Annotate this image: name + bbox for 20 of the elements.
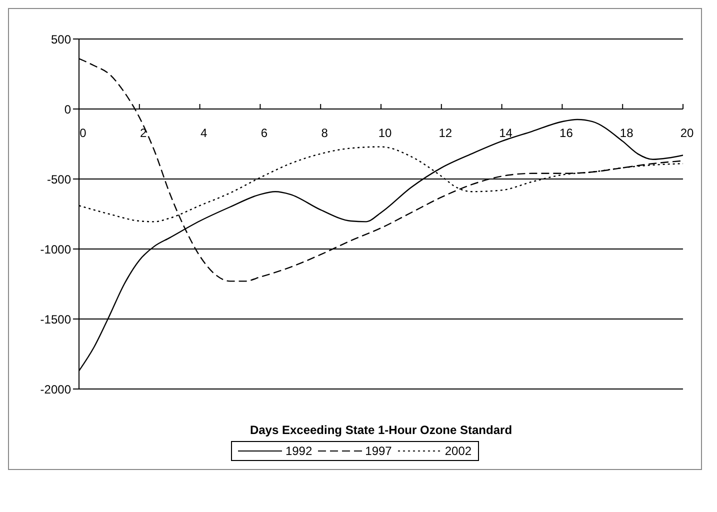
- x-tick-label: 6: [260, 126, 268, 140]
- legend-label: 1997: [365, 444, 392, 458]
- legend-label: 1992: [285, 444, 312, 458]
- x-tick-label: 14: [499, 126, 513, 140]
- y-tick-label: 500: [50, 32, 72, 46]
- x-tick-label: 20: [680, 126, 694, 140]
- legend-label: 2002: [444, 444, 472, 458]
- y-tick-label: -500: [46, 172, 72, 186]
- x-tick-label: 18: [620, 126, 634, 140]
- y-tick-label: -1000: [40, 242, 72, 256]
- x-tick-label: 0: [80, 126, 87, 140]
- x-tick-label: 8: [321, 126, 328, 140]
- x-tick-label: 16: [560, 126, 574, 140]
- y-tick-label: -1500: [40, 312, 72, 326]
- y-tick-label: -2000: [40, 382, 72, 396]
- x-tick-label: 10: [378, 126, 392, 140]
- x-axis-title: Days Exceeding State 1-Hour Ozone Standard: [250, 423, 512, 437]
- x-tick-label: 12: [438, 126, 452, 140]
- x-tick-label: 4: [200, 126, 208, 140]
- y-tick-label: 0: [64, 102, 72, 116]
